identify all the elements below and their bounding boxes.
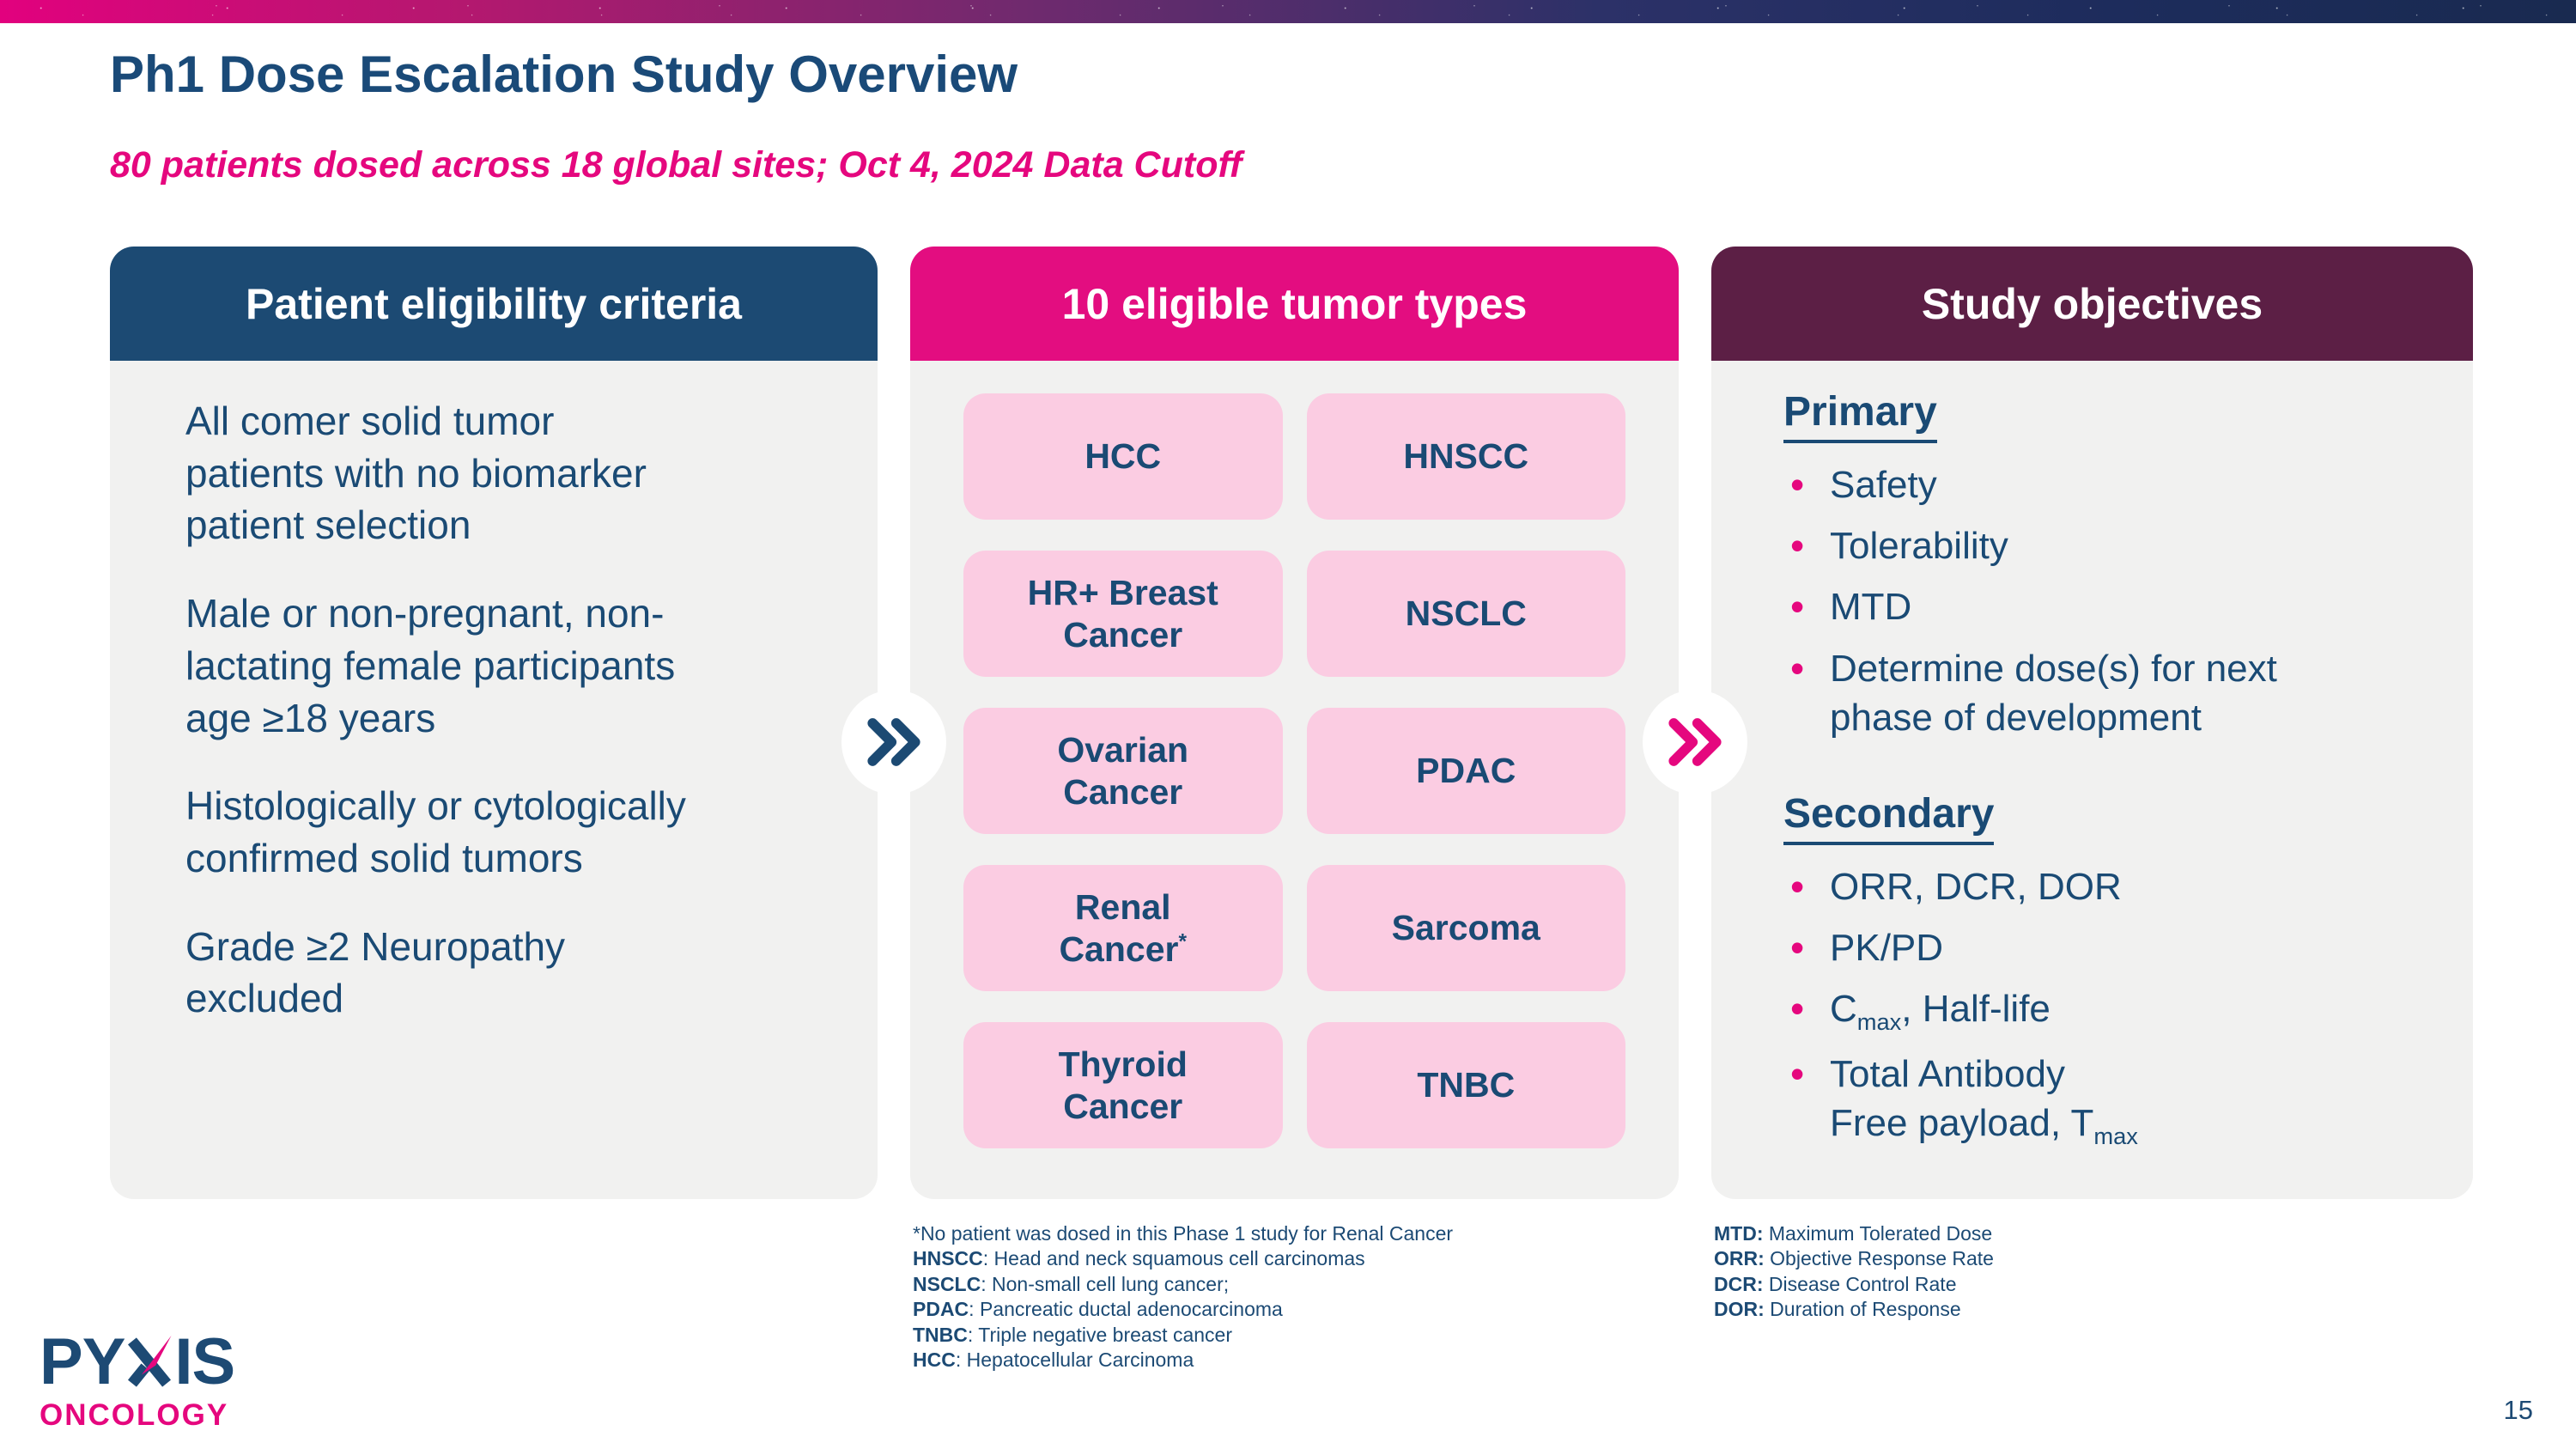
footnote-line: PDAC: Pancreatic ductal adenocarcinoma bbox=[913, 1298, 1283, 1321]
footnote-line: MTD: Maximum Tolerated Dose bbox=[1714, 1222, 1993, 1245]
primary-objective-item: Determine dose(s) for next phase of deve… bbox=[1783, 642, 2439, 742]
footnote-line: ORR: Objective Response Rate bbox=[1714, 1247, 1994, 1270]
footnote-line: NSCLC: Non-small cell lung cancer; bbox=[913, 1272, 1230, 1295]
secondary-objectives-heading: Secondary bbox=[1783, 790, 1995, 845]
top-gradient-banner bbox=[0, 0, 2576, 23]
eligibility-panel-body: All comer solid tumor patients with no b… bbox=[110, 361, 878, 1199]
tumor-tile-ovarian-cancer: Ovarian Cancer bbox=[963, 708, 1283, 834]
eligibility-item: Histologically or cytologically confirme… bbox=[185, 783, 686, 881]
secondary-objectives-list: ORR, DCR, DOR PK/PD Cmax, Half-life Tota… bbox=[1783, 861, 2439, 1151]
tumor-tile-grid: HCC HNSCC HR+ Breast Cancer NSCLC Ovaria… bbox=[963, 393, 1625, 1148]
footnote-line: TNBC: Triple negative breast cancer bbox=[913, 1323, 1232, 1346]
tumor-tile-tnbc: TNBC bbox=[1306, 1022, 1625, 1148]
secondary-objective-item: Cmax, Half-life bbox=[1783, 983, 2439, 1037]
logo-tagline: ONCOLOGY bbox=[39, 1398, 229, 1432]
compass-needle-x-icon bbox=[128, 1336, 172, 1387]
primary-objective-item: MTD bbox=[1783, 581, 2439, 632]
page-title: Ph1 Dose Escalation Study Overview bbox=[110, 46, 1018, 103]
primary-objective-item: Safety bbox=[1783, 459, 2439, 510]
tumor-tile-pdac: PDAC bbox=[1306, 708, 1625, 834]
tumor-tile-sarcoma: Sarcoma bbox=[1306, 865, 1625, 991]
tumor-tile-thyroid-cancer: Thyroid Cancer bbox=[963, 1022, 1283, 1148]
eligibility-item: All comer solid tumor patients with no b… bbox=[185, 399, 647, 548]
footnote-line: DCR: Disease Control Rate bbox=[1714, 1272, 1957, 1295]
tumor-tile-renal-cancer: Renal Cancer* bbox=[963, 865, 1283, 991]
objective-footnotes: MTD: Maximum Tolerated Dose ORR: Objecti… bbox=[1714, 1221, 1994, 1323]
tumor-tile-hr-breast-cancer: HR+ Breast Cancer bbox=[963, 551, 1283, 677]
secondary-objective-item: PK/PD bbox=[1783, 922, 2439, 973]
footnote-line: DOR: Duration of Response bbox=[1714, 1298, 1961, 1321]
pyxis-logo: PY IS ONCOLOGY bbox=[39, 1325, 235, 1433]
eligibility-item: Male or non-pregnant, non- lactating fem… bbox=[185, 591, 676, 740]
renal-cancer-asterisk: * bbox=[1178, 929, 1188, 953]
eligibility-panel: Patient eligibility criteria All comer s… bbox=[110, 247, 878, 1199]
double-chevron-right-icon bbox=[1668, 718, 1722, 766]
logo-wordmark: PY IS bbox=[39, 1325, 235, 1398]
chevron-circle-left bbox=[841, 690, 946, 795]
primary-objectives-heading: Primary bbox=[1783, 388, 1937, 443]
eligibility-panel-header: Patient eligibility criteria bbox=[110, 247, 878, 361]
primary-objectives-list: Safety Tolerability MTD Determine dose(s… bbox=[1783, 459, 2439, 742]
tumor-tile-nsclc: NSCLC bbox=[1306, 551, 1625, 677]
objectives-panel: Study objectives Primary Safety Tolerabi… bbox=[1711, 247, 2473, 1199]
tumor-types-panel-body: HCC HNSCC HR+ Breast Cancer NSCLC Ovaria… bbox=[910, 361, 1679, 1199]
primary-objective-item: Tolerability bbox=[1783, 520, 2439, 571]
double-chevron-right-icon bbox=[867, 718, 920, 766]
footnote-line: HCC: Hepatocellular Carcinoma bbox=[913, 1349, 1194, 1372]
footnote-line: *No patient was dosed in this Phase 1 st… bbox=[913, 1222, 1454, 1245]
objectives-panel-header: Study objectives bbox=[1711, 247, 2473, 361]
chevron-circle-right bbox=[1643, 690, 1747, 795]
eligibility-item: Grade ≥2 Neuropathy excluded bbox=[185, 923, 566, 1021]
tumor-tile-hcc: HCC bbox=[963, 393, 1283, 520]
tumor-tile-hnscc: HNSCC bbox=[1306, 393, 1625, 520]
page-number: 15 bbox=[2503, 1395, 2533, 1425]
secondary-objective-item: ORR, DCR, DOR bbox=[1783, 861, 2439, 912]
footnote-line: HNSCC: Head and neck squamous cell carci… bbox=[913, 1247, 1365, 1270]
tumor-footnotes: *No patient was dosed in this Phase 1 st… bbox=[913, 1221, 1453, 1373]
tumor-types-panel-header: 10 eligible tumor types bbox=[910, 247, 1679, 361]
tumor-types-panel: 10 eligible tumor types HCC HNSCC HR+ Br… bbox=[910, 247, 1679, 1199]
page-subtitle: 80 patients dosed across 18 global sites… bbox=[110, 144, 1242, 186]
objectives-panel-body: Primary Safety Tolerability MTD Determin… bbox=[1711, 361, 2473, 1199]
